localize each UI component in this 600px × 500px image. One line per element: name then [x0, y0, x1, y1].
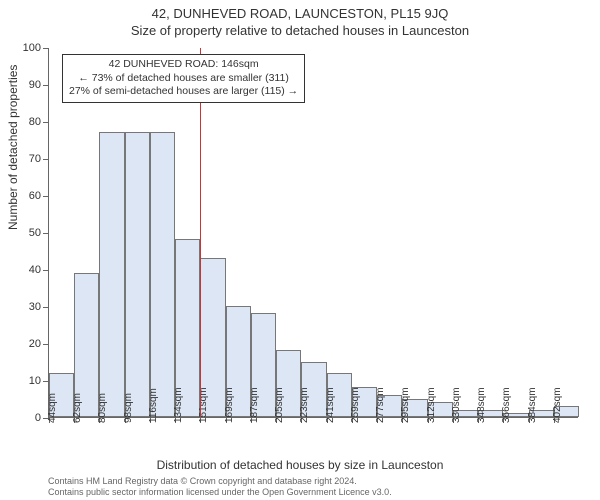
y-tick: [43, 307, 49, 308]
x-tick-label: 295sqm: [400, 387, 411, 423]
histogram-bar: [150, 132, 175, 417]
histogram-bar: [99, 132, 124, 417]
y-tick-label: 70: [29, 153, 41, 165]
x-tick-label: 402sqm: [552, 387, 563, 423]
x-tick-label: 62sqm: [72, 393, 83, 423]
x-tick-label: 241sqm: [325, 387, 336, 423]
plot-area: 010203040506070809010044sqm62sqm80sqm98s…: [48, 48, 578, 418]
y-tick: [43, 159, 49, 160]
info-box: 42 DUNHEVED ROAD: 146sqm ← 73% of detach…: [62, 54, 305, 103]
x-tick-label: 187sqm: [249, 387, 260, 423]
y-tick: [43, 381, 49, 382]
footer-attribution: Contains HM Land Registry data © Crown c…: [48, 476, 392, 498]
chart-area: 010203040506070809010044sqm62sqm80sqm98s…: [48, 48, 578, 418]
y-tick-label: 0: [35, 412, 41, 424]
y-tick-label: 30: [29, 301, 41, 313]
x-tick-label: 80sqm: [97, 393, 108, 423]
x-tick-label: 312sqm: [426, 387, 437, 423]
x-tick-label: 116sqm: [148, 388, 159, 423]
x-tick-label: 44sqm: [47, 393, 58, 423]
x-tick-label: 98sqm: [123, 393, 134, 423]
y-tick: [43, 233, 49, 234]
x-tick-label: 169sqm: [224, 387, 235, 423]
y-tick: [43, 270, 49, 271]
y-tick: [43, 85, 49, 86]
footer-line-2: Contains public sector information licen…: [48, 487, 392, 498]
y-tick: [43, 196, 49, 197]
x-axis-label: Distribution of detached houses by size …: [0, 458, 600, 472]
x-tick-label: 330sqm: [451, 387, 462, 423]
info-line-1: 42 DUNHEVED ROAD: 146sqm: [69, 58, 298, 72]
y-tick: [43, 122, 49, 123]
marker-line: [200, 48, 201, 417]
y-tick-label: 10: [29, 375, 41, 387]
x-tick-label: 259sqm: [350, 387, 361, 423]
x-tick-label: 366sqm: [501, 387, 512, 423]
footer-line-1: Contains HM Land Registry data © Crown c…: [48, 476, 392, 487]
info-line-2: ← 73% of detached houses are smaller (31…: [69, 72, 298, 86]
x-tick-label: 384sqm: [527, 387, 538, 423]
title-main: 42, DUNHEVED ROAD, LAUNCESTON, PL15 9JQ: [0, 0, 600, 21]
info-line-3: 27% of semi-detached houses are larger (…: [69, 85, 298, 99]
y-tick-label: 100: [23, 42, 41, 54]
chart-container: 42, DUNHEVED ROAD, LAUNCESTON, PL15 9JQ …: [0, 0, 600, 500]
y-tick: [43, 48, 49, 49]
y-tick-label: 40: [29, 264, 41, 276]
title-sub: Size of property relative to detached ho…: [0, 21, 600, 38]
x-tick-label: 205sqm: [274, 387, 285, 423]
x-tick-label: 277sqm: [375, 387, 386, 423]
y-tick-label: 50: [29, 227, 41, 239]
histogram-bar: [125, 132, 150, 417]
x-tick-label: 134sqm: [173, 387, 184, 423]
y-tick-label: 80: [29, 116, 41, 128]
x-tick-label: 348sqm: [476, 387, 487, 423]
x-tick-label: 223sqm: [299, 387, 310, 423]
y-tick-label: 60: [29, 190, 41, 202]
y-tick-label: 90: [29, 79, 41, 91]
y-axis-label: Number of detached properties: [6, 65, 20, 230]
y-tick: [43, 344, 49, 345]
y-tick-label: 20: [29, 338, 41, 350]
